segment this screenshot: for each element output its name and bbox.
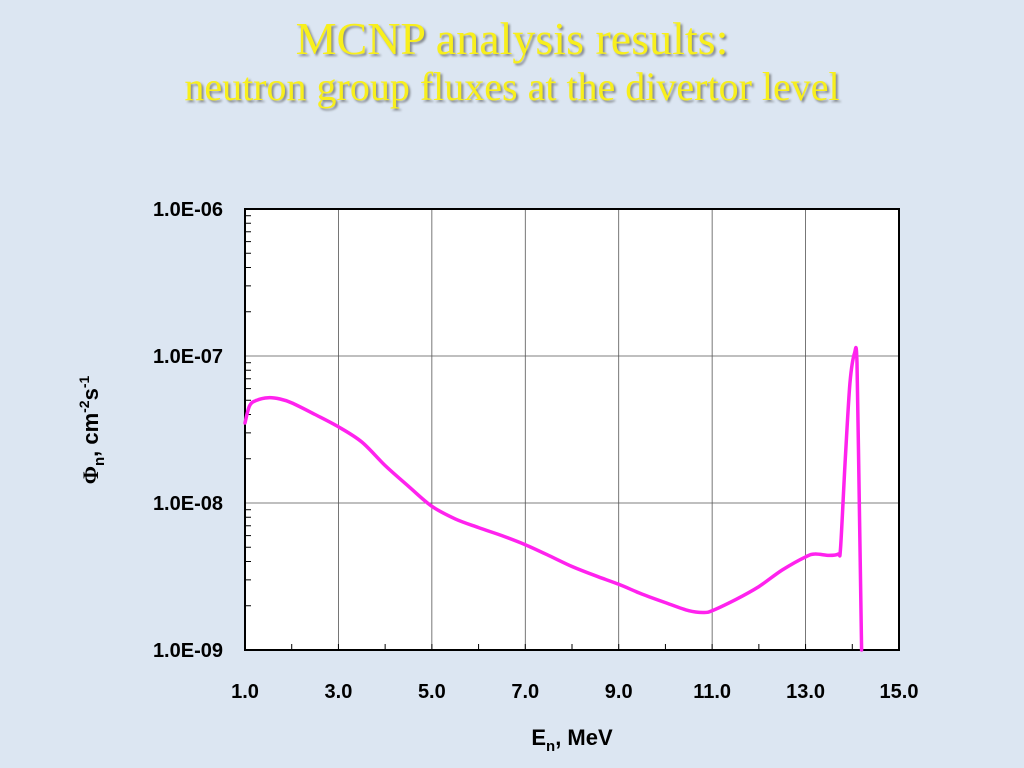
x-tick-label: 3.0 <box>325 681 353 703</box>
x-tick-label: 5.0 <box>418 681 446 703</box>
x-tick-labels: 1.0 3.0 5.0 7.0 9.0 11.0 13.0 15.0 <box>231 681 918 703</box>
x-axis-label: En, MeV <box>531 725 613 755</box>
y-tick-label: 1.0E-06 <box>153 199 223 221</box>
slide-title-line2: neutron group fluxes at the divertor lev… <box>184 63 840 109</box>
x-tick-label: 11.0 <box>693 681 731 703</box>
slide-title: MCNP analysis results: neutron group flu… <box>0 13 1024 109</box>
x-tick-label: 13.0 <box>786 681 825 703</box>
y-tick-label: 1.0E-07 <box>153 346 223 368</box>
plot-frame <box>244 208 900 651</box>
minor-ticks <box>244 215 900 650</box>
y-tick-labels: 1.0E-09 1.0E-08 1.0E-07 1.0E-06 <box>153 199 223 662</box>
y-tick-label: 1.0E-08 <box>153 493 223 515</box>
x-tick-label: 15.0 <box>880 681 919 703</box>
y-tick-label: 1.0E-09 <box>153 640 223 662</box>
slide-title-line1: MCNP analysis results: <box>295 13 729 64</box>
x-tick-label: 7.0 <box>511 681 539 703</box>
y-axis-label: Φn, cm-2s-1 <box>76 375 108 484</box>
series-line <box>243 345 864 652</box>
x-tick-label: 1.0 <box>231 681 259 703</box>
plot-area <box>245 209 899 650</box>
x-tick-label: 9.0 <box>605 681 633 703</box>
